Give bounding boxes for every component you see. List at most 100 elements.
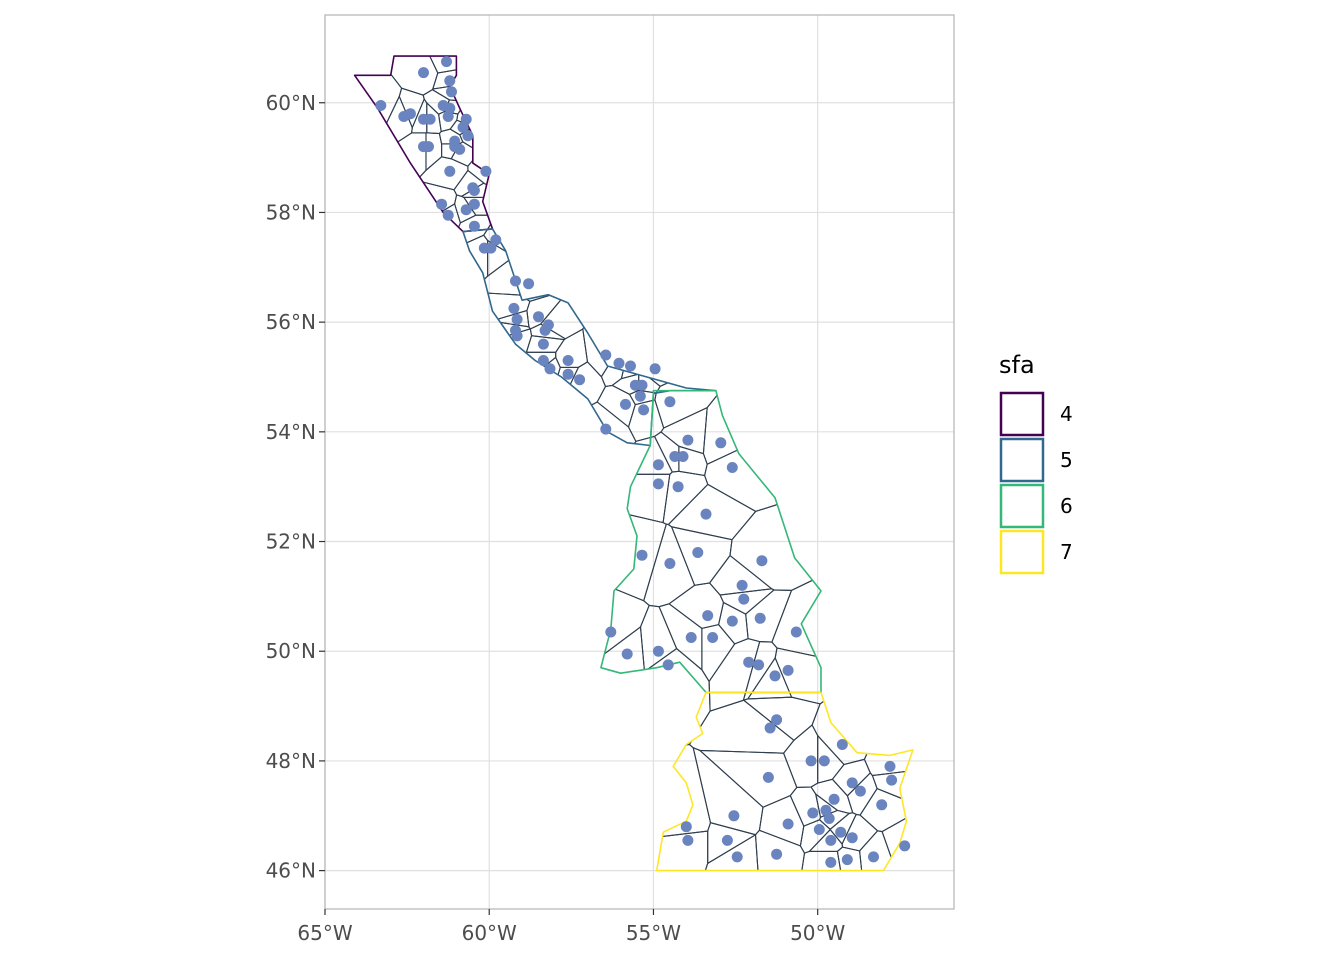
survey-point bbox=[649, 363, 661, 375]
survey-point bbox=[736, 579, 748, 591]
y-tick-label: 50°N bbox=[266, 639, 316, 663]
survey-point bbox=[762, 771, 774, 783]
survey-point bbox=[669, 451, 681, 462]
survey-point bbox=[764, 722, 776, 734]
survey-point bbox=[652, 645, 664, 657]
y-axis: 46°N 48°N 50°N 52°N 54°N 56°N 58°N 60°N bbox=[266, 91, 325, 883]
survey-point bbox=[457, 121, 469, 133]
survey-point bbox=[449, 141, 461, 153]
survey-point bbox=[652, 459, 664, 471]
survey-point bbox=[468, 198, 480, 210]
survey-point bbox=[818, 755, 830, 767]
survey-point bbox=[533, 311, 544, 323]
voronoi-cell bbox=[754, 829, 806, 871]
survey-point bbox=[868, 851, 879, 863]
survey-point bbox=[625, 360, 636, 372]
survey-point bbox=[823, 813, 835, 824]
survey-point bbox=[715, 437, 727, 449]
sfa-regions bbox=[353, 55, 914, 872]
x-tick-label: 50°W bbox=[790, 921, 845, 945]
panel-background bbox=[325, 15, 954, 909]
survey-point bbox=[613, 357, 625, 369]
legend-label-4: 4 bbox=[1060, 402, 1073, 426]
survey-point bbox=[462, 130, 474, 142]
survey-point bbox=[782, 664, 794, 676]
survey-point bbox=[485, 242, 497, 254]
survey-point bbox=[769, 670, 781, 682]
survey-point bbox=[621, 648, 633, 660]
survey-point bbox=[460, 204, 472, 216]
survey-point bbox=[664, 558, 676, 569]
survey-point bbox=[539, 324, 551, 336]
y-tick-label: 56°N bbox=[266, 310, 316, 334]
legend-key-5 bbox=[999, 437, 1045, 483]
survey-point bbox=[886, 774, 898, 786]
survey-point bbox=[726, 615, 738, 627]
survey-point bbox=[835, 826, 847, 838]
survey-point bbox=[825, 834, 837, 846]
x-tick-label: 65°W bbox=[297, 921, 352, 945]
survey-point bbox=[813, 824, 825, 835]
survey-point bbox=[743, 656, 755, 668]
survey-point bbox=[721, 834, 733, 846]
survey-point bbox=[446, 86, 457, 98]
legend-key-7 bbox=[999, 529, 1045, 575]
survey-point bbox=[636, 379, 648, 391]
legend-key-4 bbox=[999, 391, 1045, 437]
voronoi-cell bbox=[859, 830, 911, 871]
survey-point bbox=[841, 854, 853, 866]
survey-point bbox=[754, 612, 766, 624]
region-sfa-6 bbox=[600, 389, 822, 694]
survey-point bbox=[756, 555, 768, 567]
survey-point bbox=[375, 100, 387, 111]
survey-point bbox=[682, 434, 694, 446]
survey-point bbox=[562, 368, 574, 380]
survey-point bbox=[702, 610, 714, 622]
survey-point bbox=[854, 785, 866, 797]
survey-point bbox=[731, 851, 743, 863]
y-tick-label: 46°N bbox=[266, 859, 316, 883]
panel-border bbox=[324, 14, 955, 910]
survey-points bbox=[375, 56, 911, 868]
survey-point bbox=[790, 626, 802, 638]
survey-point bbox=[511, 313, 523, 325]
survey-point bbox=[707, 632, 719, 643]
survey-point bbox=[846, 832, 858, 844]
survey-point bbox=[672, 481, 684, 493]
survey-point bbox=[662, 659, 674, 671]
survey-point bbox=[771, 848, 783, 860]
legend-title: sfa bbox=[999, 351, 1035, 379]
region-sfa-7 bbox=[655, 691, 914, 872]
x-axis: 65°W 60°W 55°W 50°W bbox=[297, 909, 846, 945]
survey-point bbox=[805, 755, 817, 767]
survey-point bbox=[562, 355, 574, 366]
x-tick-label: 60°W bbox=[462, 921, 517, 945]
survey-point bbox=[444, 75, 456, 87]
survey-point bbox=[600, 423, 612, 435]
survey-point bbox=[444, 165, 456, 177]
latitude-gridlines bbox=[325, 102, 954, 872]
survey-point bbox=[726, 462, 738, 473]
y-tick-label: 58°N bbox=[266, 200, 316, 224]
survey-point bbox=[441, 56, 452, 68]
survey-point bbox=[424, 113, 436, 125]
survey-point bbox=[677, 451, 689, 462]
survey-point bbox=[537, 355, 549, 366]
survey-point bbox=[444, 102, 456, 114]
survey-point bbox=[652, 478, 664, 490]
survey-point bbox=[468, 220, 480, 232]
survey-point bbox=[605, 626, 617, 638]
survey-point bbox=[753, 659, 765, 671]
survey-point bbox=[636, 549, 648, 561]
survey-point bbox=[836, 739, 848, 750]
survey-point bbox=[825, 856, 837, 868]
survey-point bbox=[685, 632, 697, 643]
survey-point bbox=[828, 793, 840, 805]
y-tick-label: 60°N bbox=[266, 91, 316, 115]
survey-point bbox=[442, 111, 454, 122]
survey-point bbox=[510, 275, 521, 287]
survey-point bbox=[771, 714, 783, 726]
survey-point bbox=[692, 547, 704, 558]
survey-point bbox=[700, 508, 712, 520]
